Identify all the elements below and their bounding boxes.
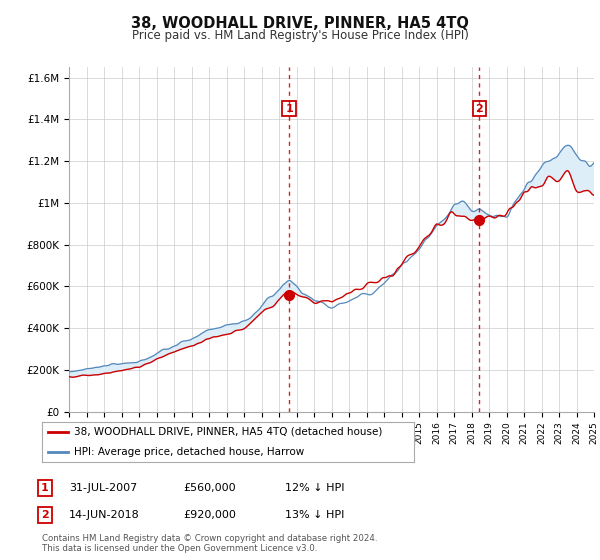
Text: £920,000: £920,000: [183, 510, 236, 520]
Text: 31-JUL-2007: 31-JUL-2007: [69, 483, 137, 493]
Text: 2: 2: [41, 510, 49, 520]
Text: 38, WOODHALL DRIVE, PINNER, HA5 4TQ: 38, WOODHALL DRIVE, PINNER, HA5 4TQ: [131, 16, 469, 31]
Text: 13% ↓ HPI: 13% ↓ HPI: [285, 510, 344, 520]
Text: HPI: Average price, detached house, Harrow: HPI: Average price, detached house, Harr…: [74, 447, 304, 457]
Text: 12% ↓ HPI: 12% ↓ HPI: [285, 483, 344, 493]
Text: 2: 2: [476, 104, 483, 114]
Text: Price paid vs. HM Land Registry's House Price Index (HPI): Price paid vs. HM Land Registry's House …: [131, 29, 469, 42]
Text: £560,000: £560,000: [183, 483, 236, 493]
Text: 38, WOODHALL DRIVE, PINNER, HA5 4TQ (detached house): 38, WOODHALL DRIVE, PINNER, HA5 4TQ (det…: [74, 427, 382, 437]
Text: Contains HM Land Registry data © Crown copyright and database right 2024.
This d: Contains HM Land Registry data © Crown c…: [42, 534, 377, 553]
Text: 1: 1: [41, 483, 49, 493]
Text: 14-JUN-2018: 14-JUN-2018: [69, 510, 140, 520]
Text: 1: 1: [285, 104, 293, 114]
